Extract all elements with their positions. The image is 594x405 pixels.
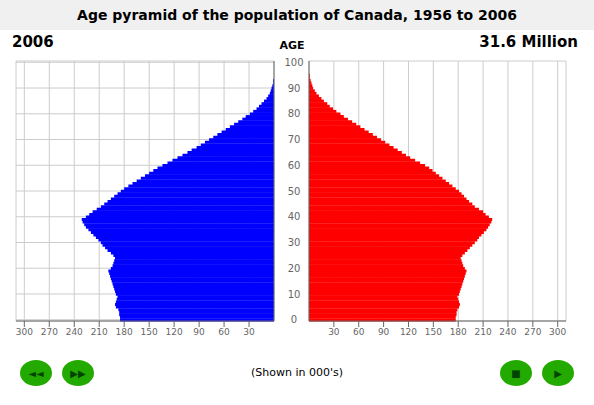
svg-text:150: 150 <box>425 327 442 337</box>
svg-text:120: 120 <box>400 327 417 337</box>
html-text:AGE: AGE <box>279 39 305 52</box>
svg-text:240: 240 <box>499 327 516 337</box>
svg-text:180: 180 <box>450 327 467 337</box>
svg-text:300: 300 <box>549 327 566 337</box>
svg-text:60: 60 <box>288 160 301 171</box>
svg-text:120: 120 <box>166 327 183 337</box>
svg-text:60: 60 <box>218 327 230 337</box>
svg-text:90: 90 <box>193 327 205 337</box>
svg-text:0: 0 <box>291 314 297 325</box>
svg-text:100: 100 <box>284 57 303 68</box>
svg-text:80: 80 <box>288 108 301 119</box>
svg-text:240: 240 <box>66 327 83 337</box>
svg-text:210: 210 <box>475 327 492 337</box>
svg-text:90: 90 <box>378 327 390 337</box>
svg-text:30: 30 <box>243 327 255 337</box>
svg-text:300: 300 <box>16 327 33 337</box>
svg-text:30: 30 <box>288 237 301 248</box>
svg-text:210: 210 <box>91 327 108 337</box>
svg-text:40: 40 <box>288 211 301 222</box>
html-text:Age pyramid of the population: Age pyramid of the population of Canada,… <box>77 7 517 23</box>
svg-text:50: 50 <box>288 186 301 197</box>
svg-text:70: 70 <box>288 134 301 145</box>
svg-text:150: 150 <box>141 327 158 337</box>
svg-text:270: 270 <box>41 327 58 337</box>
svg-text:60: 60 <box>353 327 365 337</box>
svg-text:20: 20 <box>288 263 301 274</box>
svg-text:90: 90 <box>288 83 301 94</box>
html-text:31.6 Million: 31.6 Million <box>479 33 578 51</box>
svg-text:30: 30 <box>328 327 340 337</box>
html-text:2006: 2006 <box>12 33 54 51</box>
html-text:(Shown in 000's): (Shown in 000's) <box>251 366 343 379</box>
svg-text:10: 10 <box>288 289 301 300</box>
svg-text:270: 270 <box>524 327 541 337</box>
svg-text:180: 180 <box>116 327 133 337</box>
